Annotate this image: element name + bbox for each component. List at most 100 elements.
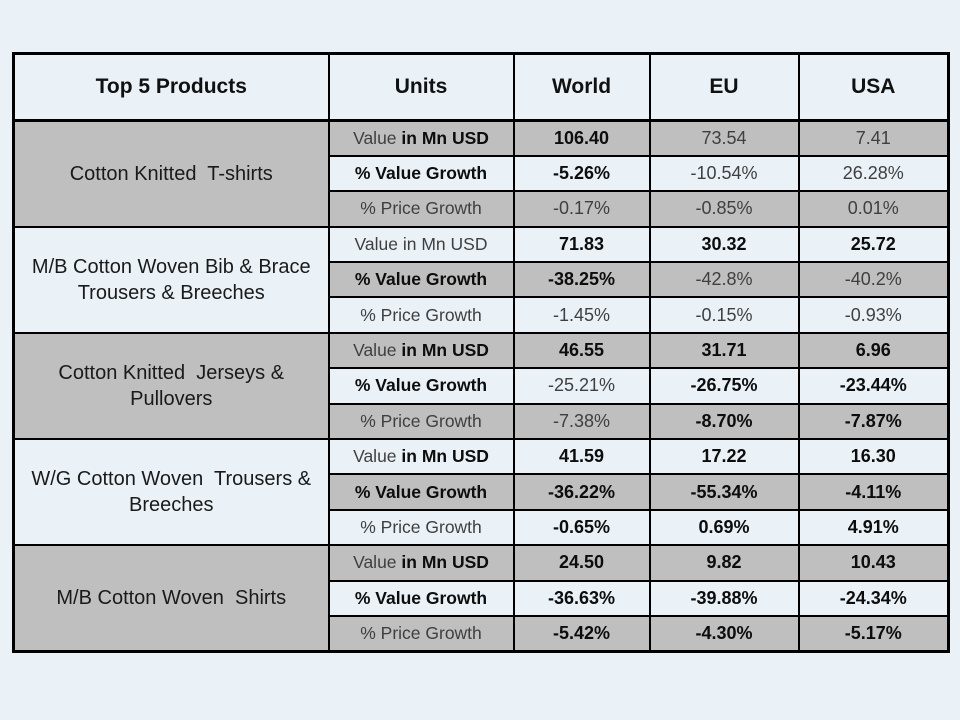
- table-row: M/B Cotton Woven Bib & Brace Trousers & …: [12, 225, 950, 334]
- usa-value-cell: -24.34%: [797, 579, 950, 617]
- usa-value-cell: -0.93%: [797, 296, 950, 334]
- table-row: % Value Growth -36.63% -39.88% -24.34%: [14, 579, 950, 617]
- units-label: % Value Growth: [354, 375, 488, 396]
- table-row: % Value Growth -36.22% -55.34% -4.11%: [14, 473, 950, 511]
- eu-value-cell: 9.82: [648, 544, 800, 582]
- world-value-cell: 71.83: [512, 225, 651, 264]
- usa-value-cell: -7.87%: [797, 402, 950, 441]
- units-cell: % Price Growth: [327, 508, 515, 547]
- usa-value-cell: 0.01%: [797, 190, 950, 228]
- usa-value-cell: -5.17%: [797, 614, 950, 653]
- header-cell-world: World: [512, 52, 651, 122]
- product-name-cell-w-g-cotton-woven-trousers-breeches: W/G Cotton Woven Trousers & Breeches: [12, 438, 330, 547]
- units-cell: % Value Growth: [327, 579, 515, 617]
- table-row: M/B Cotton Woven Shirts Value in Mn USD 24…: [12, 544, 950, 653]
- usa-value-cell: 4.91%: [797, 508, 950, 547]
- units-label: in Mn USD: [401, 127, 489, 148]
- units-label: % Value Growth: [354, 587, 488, 608]
- units-label: % Value Growth: [354, 269, 488, 290]
- units-label: % Price Growth: [360, 516, 482, 537]
- units-cell: % Price Growth: [327, 190, 515, 228]
- units-label: % Price Growth: [360, 622, 482, 643]
- units-cell: % Value Growth: [327, 261, 515, 299]
- usa-value-cell: 7.41: [797, 119, 950, 157]
- table-row: % Price Growth -5.42% -4.30% -5.17%: [14, 614, 950, 653]
- table-row: % Price Growth -0.17% -0.85% 0.01%: [14, 190, 950, 228]
- usa-value-cell: 6.96: [797, 331, 950, 370]
- header-cell-units: Units: [327, 52, 515, 122]
- world-value-cell: -0.65%: [512, 508, 651, 547]
- units-label: % Value Growth: [354, 481, 488, 502]
- units-label: Value: [353, 552, 402, 573]
- eu-value-cell: 17.22: [648, 438, 800, 476]
- eu-value-cell: -8.70%: [648, 402, 800, 441]
- product-name-cell-m-b-cotton-woven-bib-brace-trousers-breeches: M/B Cotton Woven Bib & Brace Trousers & …: [12, 225, 330, 334]
- product-name-cell-m-b-cotton-woven-shirts: M/B Cotton Woven Shirts: [12, 544, 330, 653]
- eu-value-cell: -4.30%: [648, 614, 800, 653]
- table-row: % Price Growth -0.65% 0.69% 4.91%: [14, 508, 950, 547]
- product-name-cell-cotton-knitted-t-shirts: Cotton Knitted T-shirts: [12, 119, 330, 228]
- eu-value-cell: -26.75%: [648, 367, 800, 405]
- units-label: in Mn USD: [401, 446, 489, 467]
- units-label: % Price Growth: [360, 410, 482, 431]
- units-cell: % Value Growth: [327, 473, 515, 511]
- eu-value-cell: -0.85%: [648, 190, 800, 228]
- units-cell: % Price Growth: [327, 296, 515, 334]
- table-row: Cotton Knitted Jerseys & Pullovers Value …: [12, 331, 950, 441]
- units-cell: % Value Growth: [327, 154, 515, 193]
- eu-value-cell: 0.69%: [648, 508, 800, 547]
- units-cell: Value in Mn USD: [327, 544, 515, 582]
- table-row: % Price Growth -1.45% -0.15% -0.93%: [14, 296, 950, 334]
- table-row: W/G Cotton Woven Trousers & Breeches Valu…: [12, 438, 950, 547]
- units-label: Value in Mn USD: [354, 233, 488, 254]
- eu-value-cell: -39.88%: [648, 579, 800, 617]
- units-label: in Mn USD: [401, 552, 489, 573]
- header-cell-eu: EU: [648, 52, 800, 122]
- units-label: Value: [353, 446, 402, 467]
- eu-value-cell: -55.34%: [648, 473, 800, 511]
- table-row: % Value Growth -5.26% -10.54% 26.28%: [14, 154, 950, 193]
- units-cell: % Value Growth: [327, 367, 515, 405]
- table-row: % Value Growth -25.21% -26.75% -23.44%: [14, 367, 950, 405]
- table-body: Cotton Knitted T-shirts Value in Mn USD 10…: [12, 119, 950, 653]
- eu-value-cell: -42.8%: [648, 261, 800, 299]
- table-row: % Price Growth -7.38% -8.70% -7.87%: [14, 402, 950, 441]
- header-cell-top-5-products: Top 5 Products: [12, 52, 330, 122]
- world-value-cell: -36.22%: [512, 473, 651, 511]
- header-cell-usa: USA: [797, 52, 950, 122]
- table-row: Cotton Knitted T-shirts Value in Mn USD 10…: [12, 119, 950, 228]
- units-cell: Value in Mn USD: [327, 225, 515, 264]
- units-label: in Mn USD: [401, 340, 489, 361]
- world-value-cell: -0.17%: [512, 190, 651, 228]
- world-value-cell: -5.42%: [512, 614, 651, 653]
- eu-value-cell: -10.54%: [648, 154, 800, 193]
- world-value-cell: 24.50: [512, 544, 651, 582]
- product-name-cell-cotton-knitted-jerseys-pullovers: Cotton Knitted Jerseys & Pullovers: [12, 331, 330, 441]
- units-label: Value: [353, 340, 402, 361]
- world-value-cell: 46.55: [512, 331, 651, 370]
- eu-value-cell: 73.54: [648, 119, 800, 157]
- units-cell: % Price Growth: [327, 614, 515, 653]
- units-label: % Value Growth: [354, 163, 488, 184]
- usa-value-cell: 16.30: [797, 438, 950, 476]
- usa-value-cell: 10.43: [797, 544, 950, 582]
- units-cell: Value in Mn USD: [327, 119, 515, 157]
- usa-value-cell: 26.28%: [797, 154, 950, 193]
- units-cell: Value in Mn USD: [327, 438, 515, 476]
- products-table: Top 5 Products Units World EU USA Cotton Kni…: [12, 52, 950, 653]
- header-row: Top 5 Products Units World EU USA: [12, 52, 950, 122]
- units-cell: Value in Mn USD: [327, 331, 515, 370]
- world-value-cell: -5.26%: [512, 154, 651, 193]
- table-row: % Value Growth -38.25% -42.8% -40.2%: [14, 261, 950, 299]
- world-value-cell: -36.63%: [512, 579, 651, 617]
- units-label: % Price Growth: [360, 304, 482, 325]
- world-value-cell: 106.40: [512, 119, 651, 157]
- table-header: Top 5 Products Units World EU USA: [12, 52, 950, 122]
- world-value-cell: 41.59: [512, 438, 651, 476]
- world-value-cell: -38.25%: [512, 261, 651, 299]
- units-cell: % Price Growth: [327, 402, 515, 441]
- units-label: % Price Growth: [360, 198, 482, 219]
- eu-value-cell: -0.15%: [648, 296, 800, 334]
- usa-value-cell: -4.11%: [797, 473, 950, 511]
